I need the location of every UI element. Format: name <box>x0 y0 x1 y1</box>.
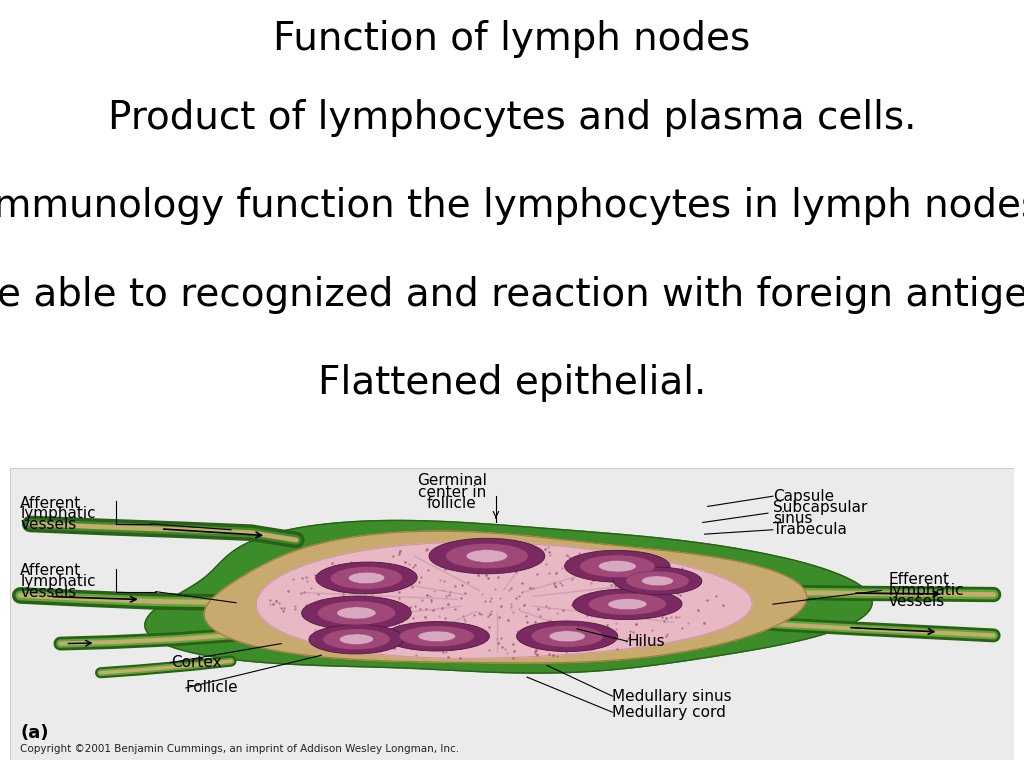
Text: Afferent: Afferent <box>20 496 82 511</box>
Text: Trabecula: Trabecula <box>773 522 847 538</box>
Text: Cortex: Cortex <box>171 655 221 670</box>
Text: sinus: sinus <box>773 511 812 526</box>
Ellipse shape <box>337 607 376 619</box>
Ellipse shape <box>429 538 545 574</box>
Ellipse shape <box>399 626 474 647</box>
Polygon shape <box>256 542 753 658</box>
Polygon shape <box>144 521 872 673</box>
Text: are able to recognized and reaction with foreign antigen.: are able to recognized and reaction with… <box>0 276 1024 314</box>
Text: Medullary sinus: Medullary sinus <box>612 689 732 703</box>
Text: Copyright ©2001 Benjamin Cummings, an imprint of Addison Wesley Longman, Inc.: Copyright ©2001 Benjamin Cummings, an im… <box>20 744 460 754</box>
Text: follicle: follicle <box>427 496 476 511</box>
Ellipse shape <box>580 554 655 578</box>
Text: Efferent: Efferent <box>888 572 949 587</box>
Ellipse shape <box>564 551 670 582</box>
Ellipse shape <box>384 621 489 651</box>
Text: Medullary cord: Medullary cord <box>612 705 726 720</box>
Text: Product of lymphocytes and plasma cells.: Product of lymphocytes and plasma cells. <box>108 99 916 137</box>
Ellipse shape <box>323 629 390 650</box>
Text: center in: center in <box>418 485 486 499</box>
Ellipse shape <box>599 561 636 572</box>
Text: vessels: vessels <box>20 517 77 532</box>
Ellipse shape <box>340 634 374 644</box>
Polygon shape <box>204 531 807 663</box>
Ellipse shape <box>302 596 412 630</box>
Ellipse shape <box>531 625 603 647</box>
Ellipse shape <box>589 593 667 615</box>
Text: Hilus: Hilus <box>628 634 665 649</box>
Ellipse shape <box>331 567 402 589</box>
Ellipse shape <box>626 571 689 591</box>
Ellipse shape <box>572 589 682 620</box>
Text: lymphatic: lymphatic <box>20 506 96 521</box>
Ellipse shape <box>418 631 456 641</box>
Ellipse shape <box>315 562 417 594</box>
Ellipse shape <box>317 601 395 625</box>
Text: lymphatic: lymphatic <box>888 583 964 598</box>
FancyBboxPatch shape <box>10 468 1014 760</box>
Text: Germinal: Germinal <box>417 473 486 488</box>
Text: Immunology function the lymphocytes in lymph nodes: Immunology function the lymphocytes in l… <box>0 187 1024 226</box>
Text: lymphatic: lymphatic <box>20 574 96 588</box>
Text: (a): (a) <box>20 723 49 742</box>
Text: vessels: vessels <box>20 584 77 600</box>
Ellipse shape <box>309 624 404 654</box>
Text: Capsule: Capsule <box>773 488 834 504</box>
Ellipse shape <box>516 621 617 651</box>
Text: vessels: vessels <box>888 594 944 609</box>
Text: Flattened epithelial.: Flattened epithelial. <box>317 364 707 402</box>
Ellipse shape <box>348 572 385 584</box>
Text: Subcapsular: Subcapsular <box>773 501 867 515</box>
Text: Follicle: Follicle <box>186 680 239 696</box>
Text: Afferent: Afferent <box>20 563 82 578</box>
Ellipse shape <box>466 550 508 562</box>
Ellipse shape <box>608 599 647 610</box>
Ellipse shape <box>445 543 528 569</box>
Ellipse shape <box>642 576 674 586</box>
Ellipse shape <box>613 567 701 594</box>
Text: Function of lymph nodes: Function of lymph nodes <box>273 20 751 58</box>
Ellipse shape <box>549 631 586 642</box>
